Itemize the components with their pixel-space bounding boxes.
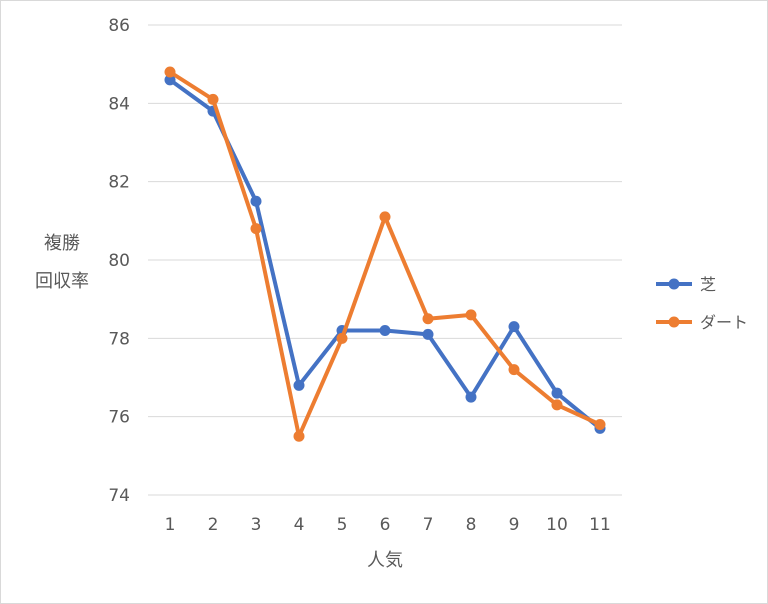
gridlines [148, 24, 622, 496]
data-point [422, 328, 434, 340]
data-point [551, 399, 563, 411]
data-point [379, 325, 391, 336]
series-1 [164, 74, 606, 434]
legend-item-2: ダート [656, 313, 748, 332]
x-tick-label: 2 [208, 515, 219, 535]
y-tick-label: 74 [108, 486, 130, 506]
x-tick-label: 1 [165, 515, 176, 535]
data-point [250, 195, 262, 207]
data-point [293, 379, 305, 391]
data-point [422, 313, 434, 325]
legend-label: ダート [700, 313, 748, 332]
data-point [164, 74, 176, 86]
legend-item-1: 芝 [656, 275, 716, 294]
data-point [551, 387, 563, 399]
legend-marker [668, 316, 680, 328]
y-tick-label: 78 [108, 329, 130, 349]
data-point [379, 211, 391, 223]
x-tick-label: 11 [589, 515, 611, 535]
x-tick-label: 4 [294, 515, 305, 535]
x-tick-label: 9 [509, 515, 520, 535]
data-point [164, 66, 176, 78]
x-axis-title: 人気 [367, 550, 403, 571]
y-tick-label: 80 [108, 251, 130, 271]
x-tick-label: 6 [380, 515, 391, 535]
data-point [250, 223, 262, 235]
data-point [207, 93, 219, 105]
x-tick-label: 5 [337, 515, 348, 535]
x-tick-label: 3 [251, 515, 262, 535]
y-tick-label: 76 [108, 408, 130, 428]
series-group [164, 66, 606, 442]
x-tick-label: 8 [466, 515, 477, 535]
data-point [465, 391, 477, 403]
data-point [465, 309, 477, 321]
y-axis-title-line2: 回収率 [35, 271, 89, 292]
y-tick-label: 84 [108, 94, 130, 114]
x-tick-labels: 1 2 3 4 5 6 7 8 9 10 11 [165, 515, 611, 535]
y-axis-title-line1: 複勝 [44, 233, 80, 254]
data-point [594, 419, 606, 430]
data-point [336, 332, 348, 344]
series-line [168, 70, 602, 439]
y-tick-label: 82 [108, 173, 130, 193]
data-point [293, 430, 305, 442]
data-point [508, 364, 520, 376]
legend-label: 芝 [700, 275, 716, 294]
y-tick-label: 86 [108, 16, 130, 36]
x-tick-label: 10 [546, 515, 568, 535]
data-point [508, 321, 520, 333]
series-2 [164, 66, 606, 442]
y-tick-labels: 74 76 78 80 82 84 86 [108, 16, 130, 506]
series-line [168, 77, 602, 431]
legend-marker [668, 278, 680, 290]
x-tick-label: 7 [423, 515, 434, 535]
